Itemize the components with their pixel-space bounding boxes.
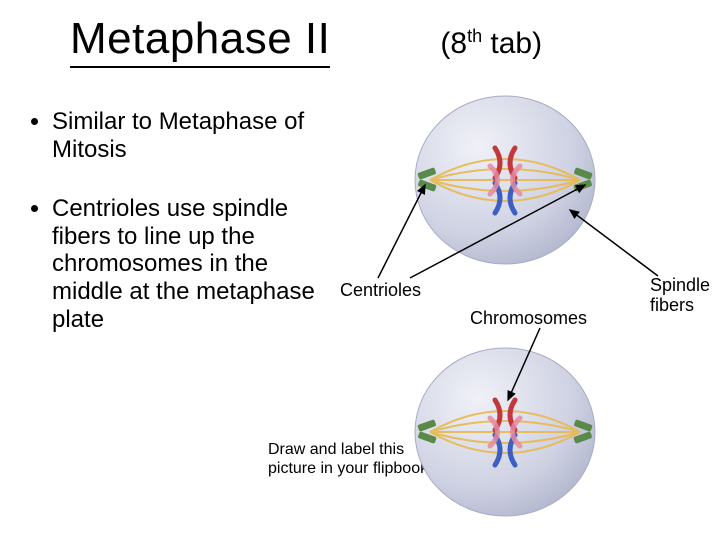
annotation-arrows <box>0 0 720 540</box>
